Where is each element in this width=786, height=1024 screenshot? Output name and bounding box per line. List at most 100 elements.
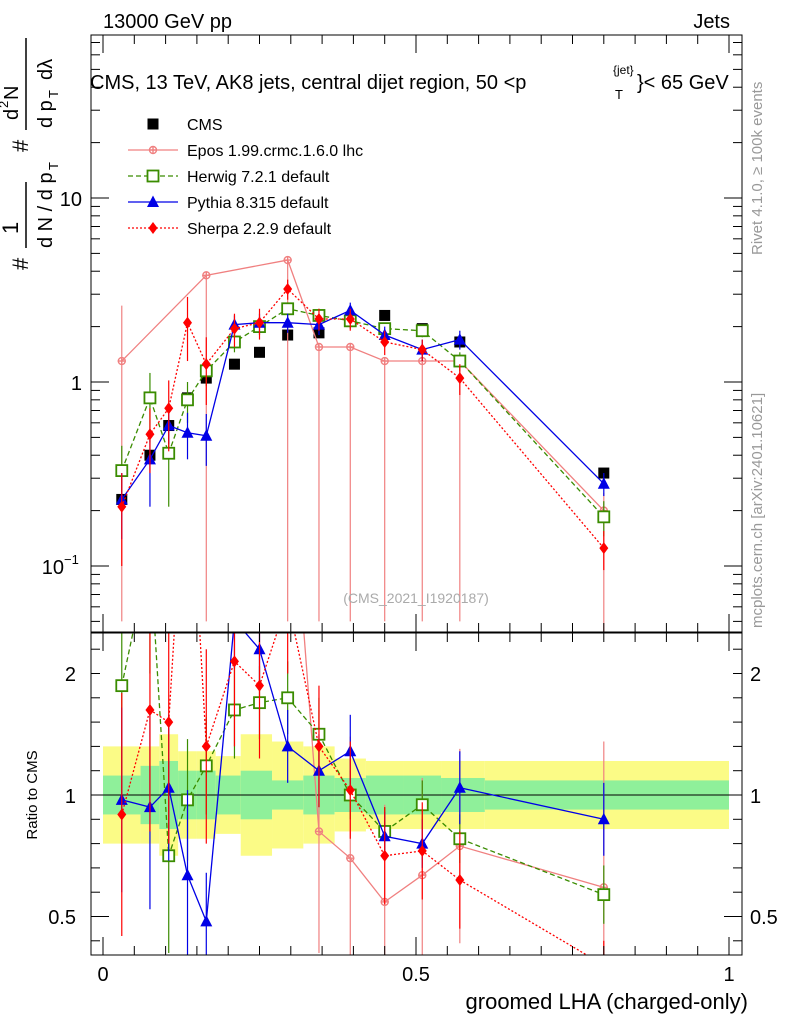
- series-3-ratio-point-4: [200, 914, 213, 927]
- xtick-label-0: 0: [97, 964, 108, 986]
- series-4-point-2: [164, 402, 174, 415]
- series-1-point-9: [346, 342, 355, 352]
- plot-title: CMS, 13 TeV, AK8 jets, central dijet reg…: [90, 63, 729, 102]
- series-2-point-3: [181, 393, 194, 407]
- ratio-ytick-labels: 2 1 0.5 2 1 0.5: [48, 664, 778, 929]
- series-2-ratio-point-0: [115, 679, 129, 693]
- ratio-ytick-0.5-right: 0.5: [750, 907, 778, 929]
- title-sup: {jet}: [613, 63, 634, 77]
- axis-ticks: [91, 35, 742, 955]
- ytick-label-1: 1: [71, 373, 82, 395]
- series-1-point-10: [380, 356, 389, 366]
- series-2-ratio-point-1: [144, 547, 155, 558]
- legend: CMS Epos 1.99.crmc.1.6.0 lhc Herwig 7.2.1 …: [128, 117, 363, 238]
- series-2-point-11: [415, 324, 429, 338]
- series-1-point-7: [283, 255, 292, 265]
- series-1-ratio-point-4-ring: [203, 160, 210, 167]
- series-4-point-4: [201, 358, 211, 371]
- series-3-ratio-point-13: [597, 812, 610, 825]
- series-4-point-7: [283, 283, 293, 296]
- series-4-point-8: [314, 312, 324, 325]
- ylabel-den1: d N / d p: [35, 172, 57, 248]
- legend-entry-1: Epos 1.99.crmc.1.6.0 lhc: [128, 143, 363, 160]
- legend-marker-4: [148, 222, 158, 234]
- main-ytick-labels: 10 1 10 −1: [42, 189, 82, 579]
- series-4-point-5: [229, 322, 239, 335]
- legend-label-4: Sherpa 2.2.9 default: [187, 221, 332, 238]
- series-4-point-1: [145, 428, 155, 441]
- ratio-ylabel: Ratio to CMS: [24, 750, 41, 839]
- series-4-ratio-line: [121, 633, 588, 955]
- series-3-ratio-point-7: [281, 739, 294, 752]
- series-1-ratio-point-8: [314, 827, 324, 836]
- ylabel-den2: d p: [35, 100, 57, 128]
- series-1-line: [121, 259, 605, 512]
- ytick-label-0.1: 10: [42, 557, 64, 579]
- series-4-ratio-point-13: [599, 959, 608, 971]
- xtick-label-1: 1: [723, 964, 734, 986]
- series-4-ratio-point-9: [345, 784, 355, 797]
- series-4-point-11: [417, 343, 427, 356]
- series-4-point-3: [183, 316, 193, 329]
- legend-marker-0: [147, 118, 159, 130]
- ytick-label-10: 10: [60, 189, 82, 211]
- ratio-ytick-1-left: 1: [65, 786, 76, 808]
- series-4-ratio-point-5: [229, 655, 239, 668]
- ylabel-num2a: d: [1, 109, 23, 120]
- series-3-line: [121, 309, 605, 500]
- series-2-line: [121, 308, 605, 518]
- legend-label-2: Herwig 7.2.1 default: [187, 169, 330, 186]
- legend-marker-1: [148, 145, 158, 155]
- series-1-ratio-point-4: [202, 159, 210, 167]
- legend-label-3: Pythia 8.315 default: [187, 195, 329, 212]
- series-4-point-13: [599, 542, 609, 555]
- series-4-line: [121, 288, 605, 549]
- series-4-ratio-point-6: [255, 679, 264, 692]
- analysis-watermark: (CMS_2021_I1920187): [343, 590, 489, 606]
- series-1-point-8: [314, 342, 324, 352]
- series-0-point-6: [254, 346, 265, 358]
- series-0-point-5: [228, 358, 240, 370]
- ylabel-hash1: #: [8, 257, 33, 270]
- header-right: Jets: [693, 11, 730, 33]
- legend-marker-3: [147, 195, 159, 207]
- ylabel-hash2: #: [8, 139, 33, 152]
- ylabel-den1-sub: T: [46, 162, 61, 170]
- series-3-ratio-point-5: [228, 614, 240, 626]
- series-1-ratio-point-9: [346, 853, 355, 863]
- series-3-point-4: [200, 429, 213, 441]
- ytick-label-0.1-exp: −1: [64, 552, 79, 567]
- series-2-ratio-point-7: [281, 691, 295, 705]
- series-4-ratio-point-12: [455, 874, 465, 887]
- series-3-ratio-point-12: [453, 781, 466, 793]
- main-plot-data: [115, 255, 611, 632]
- ratio-ytick-2-left: 2: [65, 664, 76, 686]
- legend-entry-3: Pythia 8.315 default: [128, 195, 329, 212]
- series-4-ratio-point-0: [117, 808, 127, 821]
- series-3-point-7: [281, 316, 294, 328]
- x-axis-label: groomed LHA (charged-only): [466, 989, 748, 1014]
- series-4-ratio-point-10: [380, 849, 390, 862]
- series-4-ratio-point-11: [417, 844, 427, 857]
- ylabel-num1: 1: [0, 222, 23, 234]
- series-4-ratio-point-1: [145, 703, 155, 716]
- series-1-point-4: [202, 271, 211, 280]
- ylabel-num2b: N: [1, 86, 23, 100]
- xtick-label-0.5: 0.5: [402, 964, 430, 986]
- series-2-point-13: [597, 510, 611, 524]
- series-4-ratio-point-8: [314, 740, 324, 753]
- series-3-point-13: [597, 477, 610, 489]
- rivet-label: Rivet 4.1.0, ≥ 100k events: [749, 82, 766, 255]
- legend-entry-4: Sherpa 2.2.9 default: [128, 221, 332, 238]
- series-3-ratio-line: [121, 633, 604, 922]
- legend-entry-2: Herwig 7.2.1 default: [128, 169, 330, 186]
- legend-marker-2: [146, 169, 160, 183]
- xtick-labels: 0 0.5 1: [97, 964, 734, 986]
- series-4-point-12: [455, 372, 465, 385]
- series-2-point-1: [143, 391, 157, 405]
- legend-entry-0: CMS: [147, 117, 223, 134]
- series-4-point-6: [255, 316, 264, 329]
- main-ylabel: # 1 d N / d p T # d 2 N d p T dλ: [0, 38, 61, 270]
- title-main: CMS, 13 TeV, AK8 jets, central dijet reg…: [90, 72, 526, 94]
- series-0-point-10: [379, 309, 391, 321]
